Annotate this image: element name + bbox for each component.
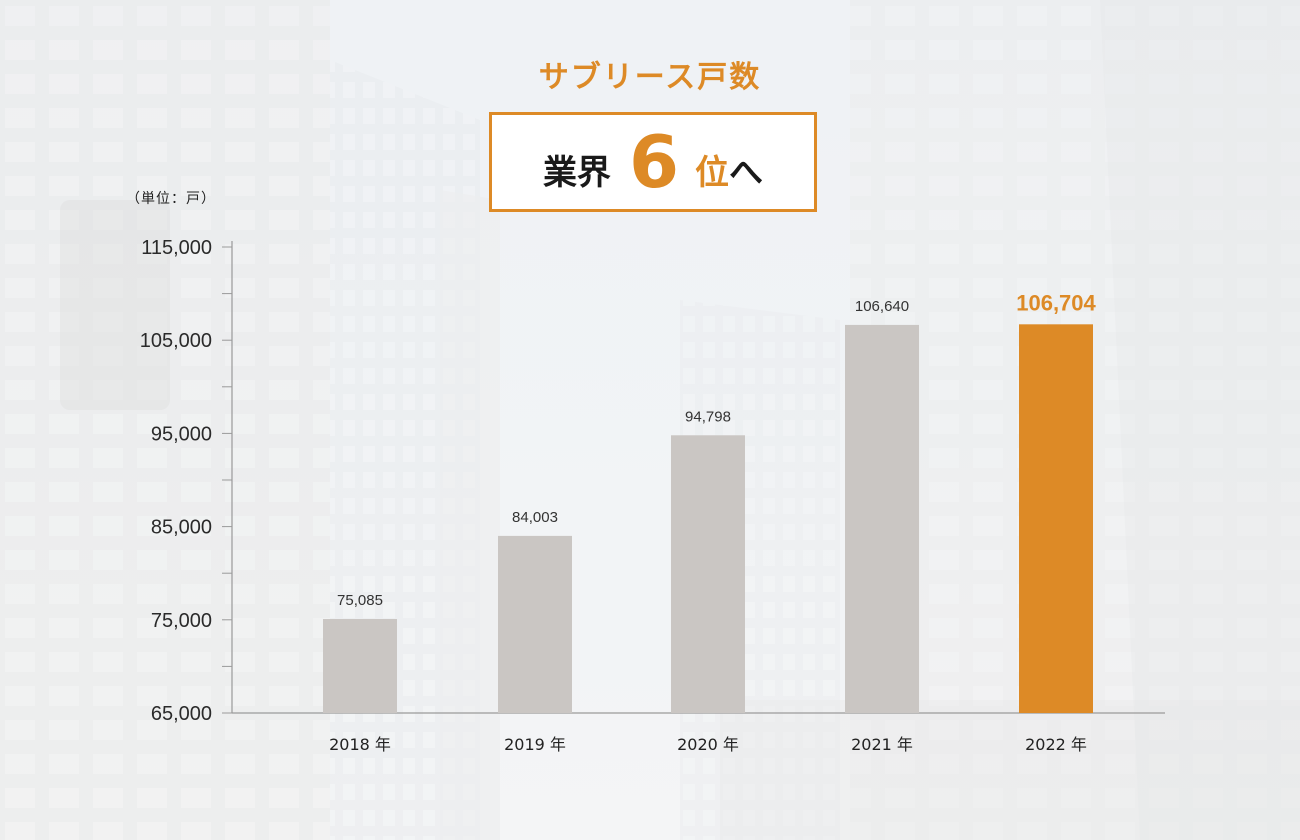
x-category-label: 2018 年 <box>329 735 391 754</box>
industry-rank-badge: 業界 6 位 へ <box>489 112 817 212</box>
bar-value-label: 75,085 <box>337 592 383 609</box>
badge-suffix-rank: 位 <box>695 152 730 193</box>
y-tick-label: 65,000 <box>151 703 212 725</box>
bar-2021 <box>845 324 919 713</box>
bar-2019 <box>498 535 572 713</box>
badge-suffix-to: へ <box>729 152 764 193</box>
bar-2020 <box>671 435 745 713</box>
unit-note: （単位：戸） <box>126 191 216 207</box>
badge-prefix: 業界 <box>542 152 611 193</box>
y-tick-label: 105,000 <box>140 330 212 352</box>
bar-value-label: 84,003 <box>512 509 558 526</box>
y-tick-label: 85,000 <box>151 517 212 539</box>
x-category-label: 2022 年 <box>1025 735 1087 754</box>
bar-value-label: 94,798 <box>685 408 731 425</box>
y-tick-label: 115,000 <box>141 237 212 259</box>
bar-value-label: 106,704 <box>1016 290 1096 315</box>
bar-2018 <box>323 619 397 713</box>
y-tick-label: 95,000 <box>151 423 212 445</box>
bar-value-label: 106,640 <box>855 298 909 315</box>
x-category-label: 2020 年 <box>677 735 739 754</box>
bar-2022 <box>1019 324 1093 713</box>
badge-rank-number: 6 <box>628 120 680 204</box>
chart-title: サブリース戸数 <box>538 60 762 95</box>
x-category-label: 2021 年 <box>851 735 913 754</box>
y-tick-label: 75,000 <box>151 610 212 632</box>
x-category-label: 2019 年 <box>504 735 566 754</box>
